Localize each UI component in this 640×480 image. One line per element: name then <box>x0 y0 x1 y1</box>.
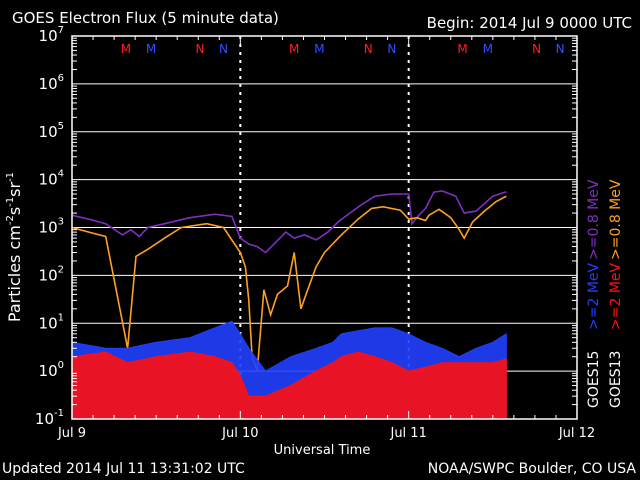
event-marker: M <box>146 42 156 56</box>
y-tick-label: 101 <box>39 312 64 332</box>
legend-entry: >=2 MeV <box>608 262 624 330</box>
event-marker: M <box>457 42 467 56</box>
legend: GOES15 >=2 MeV >=0.8 MeV GOES13 >=2 MeV >=0.8… <box>586 179 624 408</box>
event-marker: M <box>121 42 131 56</box>
event-marker: N <box>556 42 565 56</box>
legend-entry: >=0.8 MeV <box>608 179 624 260</box>
chart-title: GOES Electron Flux (5 minute data) <box>12 9 279 27</box>
y-tick-label: 106 <box>39 73 64 93</box>
x-tick-label: Jul 9 <box>57 426 86 441</box>
legend-entry: >=0.8 MeV <box>586 179 602 260</box>
event-marker: N <box>532 42 541 56</box>
legend-entry: >=2 MeV <box>586 262 602 330</box>
event-marker: N <box>387 42 396 56</box>
begin-date: Begin: 2014 Jul 9 0000 UTC <box>426 14 632 32</box>
series-line <box>71 190 507 254</box>
event-marker: M <box>314 42 324 56</box>
y-tick-label: 103 <box>39 217 64 237</box>
grid-lines <box>72 35 577 420</box>
event-marker: N <box>195 42 204 56</box>
y-tick-label: 104 <box>39 169 64 189</box>
legend-group-label: GOES15 <box>586 351 602 408</box>
y-axis-label: Particles cm-2s-1sr-1 <box>5 172 24 322</box>
legend-group-label: GOES13 <box>608 351 624 408</box>
event-marker: N <box>219 42 228 56</box>
axis-ticks: 10-1 100 101 102 103 104 105 106 107 Jul 9 Jul 10 J… <box>35 25 595 441</box>
y-tick-label: 105 <box>39 121 64 141</box>
x-tick-label: Jul 10 <box>221 426 258 441</box>
y-tick-label: 102 <box>39 264 64 284</box>
y-tick-label: 100 <box>39 360 64 380</box>
data-series <box>71 190 507 420</box>
series-line <box>71 195 507 372</box>
y-tick-label: 10-1 <box>35 408 64 428</box>
x-tick-label: Jul 11 <box>389 426 426 441</box>
x-tick-label: Jul 12 <box>558 426 595 441</box>
credit: NOAA/SWPC Boulder, CO USA <box>427 461 636 477</box>
x-axis-label: Universal Time <box>274 443 371 458</box>
event-marker: N <box>364 42 373 56</box>
series-area <box>71 351 507 420</box>
event-marker: M <box>289 42 299 56</box>
updated-timestamp: Updated 2014 Jul 11 13:31:02 UTC <box>2 461 245 477</box>
y-tick-label: 107 <box>39 25 64 45</box>
event-marker: M <box>483 42 493 56</box>
